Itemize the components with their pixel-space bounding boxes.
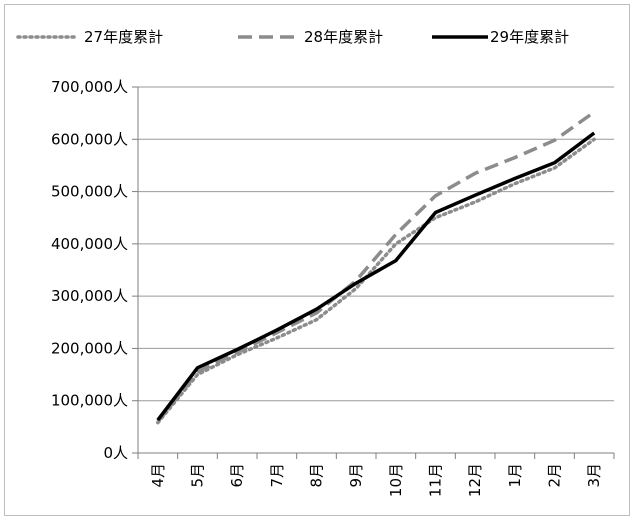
y-tick-label: 200,000人 xyxy=(51,339,128,357)
y-tick-label: 400,000人 xyxy=(51,235,128,253)
x-tick-label: 1月 xyxy=(506,463,524,488)
series-line-2 xyxy=(156,110,596,423)
x-tick-label: 9月 xyxy=(347,463,365,488)
x-tick-label: 4月 xyxy=(149,463,167,488)
x-tick-label: 10月 xyxy=(387,463,405,497)
x-tick-label: 5月 xyxy=(189,463,207,488)
x-tick-label: 8月 xyxy=(308,463,326,488)
legend-label-1: 27年度累計 xyxy=(84,28,163,46)
y-axis: 0人 100,000人 200,000人 300,000人 400,000人 500,00… xyxy=(51,78,139,462)
x-tick-label: 2月 xyxy=(546,463,564,488)
legend-label-3: 29年度累計 xyxy=(490,28,569,46)
y-tick-label: 100,000人 xyxy=(51,392,128,410)
y-tick-label: 600,000人 xyxy=(51,130,128,148)
x-tick-label: 11月 xyxy=(427,463,445,497)
series-lines xyxy=(156,110,596,425)
series-line-3 xyxy=(156,131,596,422)
x-tick-label: 6月 xyxy=(228,463,246,488)
legend-label-2: 28年度累計 xyxy=(304,28,383,46)
chart-frame xyxy=(4,4,630,516)
x-tick-label: 7月 xyxy=(268,463,286,488)
series-line-1 xyxy=(156,137,596,425)
legend: 27年度累計 28年度累計 29年度累計 xyxy=(16,28,569,46)
x-axis: 4月 5月 6月 7月 8月 9月 10月 11月 12月 1月 2月 3月 xyxy=(137,452,615,497)
x-tick-label: 3月 xyxy=(585,463,603,488)
x-tick-label: 12月 xyxy=(466,463,484,497)
y-tick-label: 0人 xyxy=(103,444,128,462)
y-tick-label: 300,000人 xyxy=(51,287,128,305)
gridlines xyxy=(138,86,614,402)
y-tick-label: 700,000人 xyxy=(51,78,128,96)
y-tick-label: 500,000人 xyxy=(51,183,128,201)
